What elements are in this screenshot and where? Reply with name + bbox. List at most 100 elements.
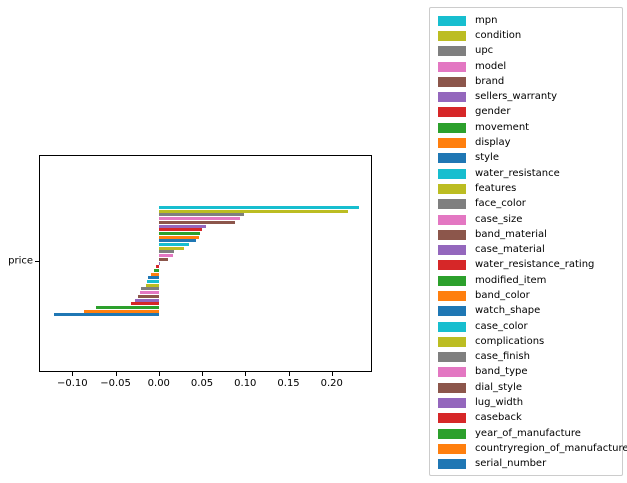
legend-swatch-icon: [438, 413, 466, 424]
legend-swatch-icon: [438, 30, 466, 41]
legend-swatch-icon: [438, 352, 466, 363]
bar-dial_style: [138, 294, 159, 298]
bar-face_color: [158, 250, 175, 254]
legend-label: upc: [475, 45, 494, 57]
legend-label: year_of_manufacture: [475, 427, 581, 439]
bar-mpn: [158, 206, 359, 209]
x-tick-mark: [115, 372, 117, 376]
legend-swatch-icon: [438, 92, 466, 103]
legend-label: band_material: [475, 228, 547, 240]
legend-item-band_color: band_color: [438, 288, 618, 303]
legend-item-case_material: case_material: [438, 242, 618, 257]
legend-label: model: [475, 60, 507, 72]
legend-item-brand: brand: [438, 74, 618, 89]
legend-label: brand: [475, 75, 505, 87]
bar-modified_item: [154, 268, 159, 272]
legend-label: modified_item: [475, 274, 547, 286]
legend-item-caseback: caseback: [438, 411, 618, 426]
y-tick-mark: [35, 260, 39, 262]
x-tick-mark: [288, 372, 290, 376]
bar-caseback: [131, 302, 159, 306]
legend-label: condition: [475, 29, 522, 41]
legend-label: features: [475, 182, 517, 194]
legend-item-serial_number: serial_number: [438, 457, 618, 472]
legend-item-dial_style: dial_style: [438, 380, 618, 395]
legend-swatch-icon: [438, 245, 466, 256]
legend-swatch-icon: [438, 336, 466, 347]
legend-swatch-icon: [438, 15, 466, 26]
legend-swatch-icon: [438, 275, 466, 286]
legend-item-movement: movement: [438, 120, 618, 135]
bars-layer: [40, 156, 371, 371]
legend-swatch-icon: [438, 367, 466, 378]
bar-case_size: [158, 254, 173, 258]
bar-style: [158, 239, 196, 243]
x-tick-label: −0.05: [100, 378, 131, 389]
x-tick-mark: [72, 372, 74, 376]
bar-sellers_warranty: [158, 224, 207, 228]
plot-area: [39, 155, 372, 372]
legend-label: case_finish: [475, 351, 530, 363]
x-tick-label: −0.10: [56, 378, 88, 389]
legend-item-face_color: face_color: [438, 197, 618, 212]
legend-label: countryregion_of_manufacture: [475, 442, 627, 454]
legend-item-water_resistance_rating: water_resistance_rating: [438, 258, 618, 273]
legend-item-model: model: [438, 59, 618, 74]
legend-swatch-icon: [438, 321, 466, 332]
y-tick-label-price: price: [8, 255, 33, 266]
x-tick-label: 0.20: [320, 378, 343, 389]
legend-label: band_color: [475, 289, 530, 301]
bar-water_resistance: [158, 243, 190, 246]
legend-swatch-icon: [438, 183, 466, 194]
legend-swatch-icon: [438, 138, 466, 149]
legend-label: sellers_warranty: [475, 91, 558, 103]
legend-item-sellers_warranty: sellers_warranty: [438, 89, 618, 104]
bar-movement: [158, 231, 201, 235]
legend-item-lug_width: lug_width: [438, 395, 618, 410]
bar-water_resistance_rating: [156, 265, 159, 269]
legend-label: caseback: [475, 412, 522, 424]
bar-brand: [158, 220, 235, 224]
legend-item-year_of_manufacture: year_of_manufacture: [438, 426, 618, 441]
legend-swatch-icon: [438, 229, 466, 240]
legend-label: case_color: [475, 320, 528, 332]
legend-item-gender: gender: [438, 105, 618, 120]
x-tick-mark: [158, 372, 160, 376]
legend-label: dial_style: [475, 381, 523, 393]
legend-label: mpn: [475, 14, 498, 26]
legend-label: display: [475, 137, 511, 149]
bar-band_type: [139, 291, 159, 295]
bar-features: [158, 246, 184, 250]
bar-complications: [145, 283, 159, 287]
legend-swatch-icon: [438, 199, 466, 210]
legend-item-countryregion_of_manufacture: countryregion_of_manufacture: [438, 441, 627, 456]
legend-label: gender: [475, 106, 511, 118]
legend-swatch-icon: [438, 61, 466, 72]
legend-swatch-icon: [438, 122, 466, 133]
legend-label: watch_shape: [475, 305, 541, 317]
legend-swatch-icon: [438, 46, 466, 57]
legend-label: complications: [475, 335, 545, 347]
legend-swatch-icon: [438, 107, 466, 118]
bar-year_of_manufacture: [95, 305, 159, 309]
legend-label: style: [475, 152, 499, 164]
legend-swatch-icon: [438, 428, 466, 439]
x-tick-label: 0.15: [277, 378, 300, 389]
bar-case_color: [146, 280, 159, 283]
legend-item-display: display: [438, 135, 618, 150]
legend-item-style: style: [438, 151, 618, 166]
legend-item-band_type: band_type: [438, 365, 618, 380]
legend-item-condition: condition: [438, 28, 618, 43]
legend-swatch-icon: [438, 306, 466, 317]
x-tick-label: 0.00: [147, 378, 170, 389]
bar-band_color: [151, 272, 159, 276]
x-tick-mark: [245, 372, 247, 376]
bar-serial_number: [54, 313, 159, 317]
legend-item-band_material: band_material: [438, 227, 618, 242]
bar-lug_width: [135, 298, 159, 302]
legend-swatch-icon: [438, 260, 466, 271]
legend-label: movement: [475, 121, 530, 133]
legend-item-complications: complications: [438, 334, 618, 349]
legend-swatch-icon: [438, 398, 466, 409]
